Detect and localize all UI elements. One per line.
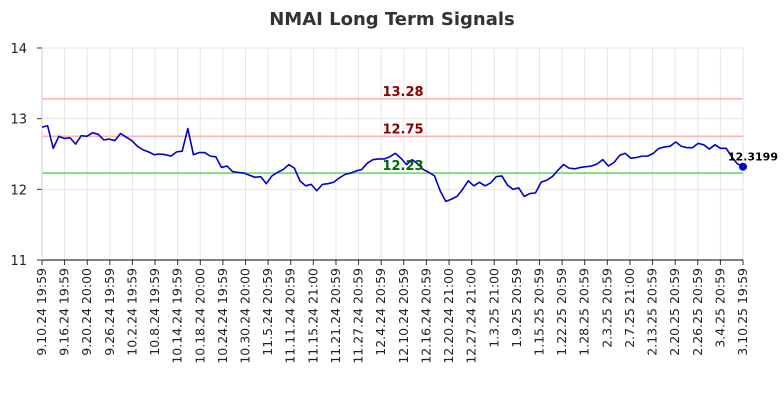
x-tick-label: 11.15.24 21:00 — [305, 268, 320, 364]
x-tick-label: 12.20.24 21:00 — [441, 268, 456, 364]
y-tick-label: 13 — [10, 113, 27, 128]
x-tick-label: 3.10.25 19:59 — [735, 268, 750, 356]
reference-line-label: 12.23 — [382, 159, 423, 174]
x-tick-label: 11.21.24 20:59 — [328, 268, 343, 364]
y-tick-label: 11 — [10, 254, 27, 269]
x-tick-label: 11.11.24 20:59 — [283, 268, 298, 364]
x-tick-label: 9.20.24 20:00 — [79, 268, 94, 356]
x-tick-label: 2.13.25 20:59 — [645, 268, 660, 356]
last-value-label: 12.3199 — [728, 151, 778, 164]
x-tick-label: 3.4.25 20:59 — [712, 268, 727, 348]
x-tick-label: 2.26.25 20:59 — [690, 268, 705, 356]
reference-line-label: 13.28 — [382, 85, 423, 100]
x-tick-label: 10.2.24 19:59 — [124, 268, 139, 356]
x-tick-label: 1.3.25 21:00 — [486, 268, 501, 348]
x-tick-label: 10.8.24 19:59 — [147, 268, 162, 356]
last-point-marker — [739, 162, 747, 171]
x-tick-label: 11.5.24 20:59 — [260, 268, 275, 356]
series-line — [41, 124, 744, 203]
x-tick-label: 12.10.24 20:59 — [396, 268, 411, 364]
x-tick-label: 11.27.24 20:59 — [351, 268, 366, 364]
x-tick-label: 12.27.24 21:00 — [464, 268, 479, 364]
x-tick-label: 2.7.25 21:00 — [622, 268, 637, 348]
x-tick-label: 12.4.24 20:59 — [373, 268, 388, 356]
x-tick-label: 10.24.24 19:59 — [215, 268, 230, 364]
x-tick-label: 9.16.24 19:59 — [57, 268, 72, 356]
grid-lines — [41, 47, 744, 261]
x-tick-label: 2.20.25 20:59 — [667, 268, 682, 356]
reference-line-label: 12.75 — [382, 122, 423, 137]
x-tick-label: 9.10.24 19:59 — [34, 268, 49, 356]
y-tick-label: 14 — [10, 42, 27, 57]
chart-title: NMAI Long Term Signals — [269, 9, 515, 30]
x-tick-label: 1.9.25 20:59 — [509, 268, 524, 348]
x-tick-label: 9.26.24 19:59 — [102, 268, 117, 356]
x-tick-label: 1.15.25 20:59 — [531, 268, 546, 356]
x-tick-label: 2.3.25 20:59 — [599, 268, 614, 348]
x-tick-label: 10.30.24 20:00 — [238, 268, 253, 364]
x-tick-label: 12.16.24 20:59 — [418, 268, 433, 364]
x-tick-label: 1.28.25 20:59 — [577, 268, 592, 356]
y-tick-label: 12 — [10, 183, 27, 198]
series-group — [41, 124, 747, 203]
reference-lines — [42, 98, 743, 174]
x-tick-label: 10.14.24 19:59 — [170, 268, 185, 364]
axes: 11 12 13 14 9.10.24 19:59 9.16.24 19:59 9.20.2… — [10, 42, 750, 364]
x-tick-label: 10.18.24 20:00 — [192, 268, 207, 364]
x-tick-label: 1.22.25 20:59 — [554, 268, 569, 356]
labels-group: 13.28 12.75 12.23 12.3199 — [382, 85, 778, 174]
